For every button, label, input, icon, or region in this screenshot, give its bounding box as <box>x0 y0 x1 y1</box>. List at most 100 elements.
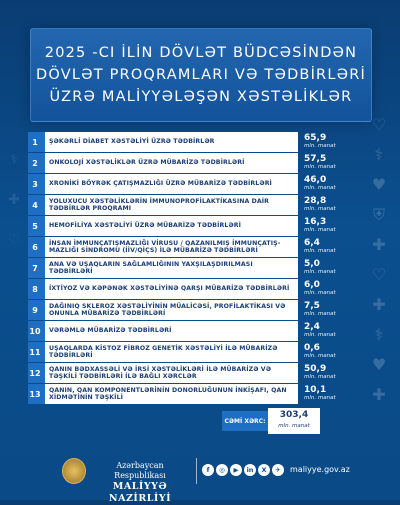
table-row: 3 XRONİKİ BÖYRƏK ÇATIŞMAZLIĞI ÜZRƏ MÜBARİ… <box>28 174 344 194</box>
heart-icon: ♡ <box>371 115 387 134</box>
row-value-cell: 50,9 mln. manat <box>304 364 344 381</box>
row-value: 65,9 <box>304 133 327 143</box>
title-line-3: ÜZRƏ MALİYYƏLƏŞƏN XƏSTƏLİKLƏR <box>49 89 353 105</box>
dna-icon: ⚕ <box>374 325 384 344</box>
row-label: İNSAN İMMUNÇATIŞMAZLIĞI VİRUSU / QAZANIL… <box>49 239 281 254</box>
row-value: 28,8 <box>304 196 327 206</box>
org-line-2: MALİYYƏ NAZİRLİYİ <box>108 481 172 504</box>
row-unit: mln. manat <box>304 164 336 170</box>
facebook-icon[interactable]: f <box>202 464 214 476</box>
row-unit: mln. manat <box>304 374 336 380</box>
decorative-medical-icons: ♡ ⚕ ♥ ⛨ ✚ ♡ ✚ ⚕ ♥ ✚ <box>364 110 394 410</box>
table-row: 13 QANIN, QAN KOMPONENTLƏRİNİN DONORLUĞUN… <box>28 384 344 404</box>
plus-icon: ✚ <box>8 192 20 208</box>
row-label: ONKOLOJİ XƏSTƏLİKLƏR ÜZRƏ MÜBARİZƏ TƏDBİ… <box>49 159 245 167</box>
row-value: 6,0 <box>304 280 320 290</box>
row-unit: mln. manat <box>304 269 336 275</box>
row-label: ANA VƏ UŞAQLARIN SAĞLAMLIĞININ YAXŞILAŞD… <box>49 260 253 275</box>
medical-cross-icon: ✚ <box>372 385 386 404</box>
title-line-2: DÖVLƏT PROQRAMLARI VƏ TƏDBİRLƏRİ <box>36 67 366 83</box>
social-links: f ◎ ▶ in X ✈ <box>202 464 284 476</box>
row-number: 4 <box>28 195 42 215</box>
x-icon[interactable]: X <box>258 464 270 476</box>
row-number: 9 <box>28 300 42 320</box>
shield-icon: ⛨ <box>372 205 385 224</box>
row-value-cell: 46,0 mln. manat <box>304 175 344 192</box>
row-label-bar: QANIN BƏDXASSƏLİ VƏ İRSİ XƏSTƏLİKLƏRİ İL… <box>42 363 298 383</box>
row-label-bar: HEMOFİLİYA XƏSTƏLİYİ ÜZRƏ MÜBARİZƏ TƏDBİ… <box>42 216 298 236</box>
row-value: 2,4 <box>304 322 320 332</box>
table-row: 4 YOLUXUCU XƏSTƏLİKLƏRİN İMMUNOPROFİLAKTİ… <box>28 195 344 215</box>
footer-divider <box>196 458 197 484</box>
table-row: 11 UŞAQLARDA KİSTOZ FİBROZ GENETİK XƏSTƏL… <box>28 342 344 362</box>
row-unit: mln. manat <box>304 290 336 296</box>
stethoscope-icon: ⚕ <box>374 145 384 164</box>
row-value: 0,6 <box>304 343 320 353</box>
ministry-name: Azərbaycan Respublikası MALİYYƏ NAZİRLİY… <box>90 461 190 505</box>
table-row: 7 ANA VƏ UŞAQLARIN SAĞLAMLIĞININ YAXŞILAŞ… <box>28 258 344 278</box>
row-value-cell: 5,0 mln. manat <box>304 259 344 276</box>
title-line-1: 2025 -CI İLİN DÖVLƏT BÜDCƏSİNDƏN <box>44 45 358 61</box>
pulse-icon: ⚕ <box>10 152 18 168</box>
row-unit: mln. manat <box>304 311 336 317</box>
telegram-icon[interactable]: ✈ <box>272 464 284 476</box>
row-value-cell: 16,3 mln. manat <box>304 217 344 234</box>
row-label: VƏRƏMLƏ MÜBARİZƏ TƏDBİRLƏRİ <box>49 327 172 335</box>
linkedin-icon[interactable]: in <box>244 464 256 476</box>
row-value-cell: 6,4 mln. manat <box>304 238 344 255</box>
row-label: QANIN, QAN KOMPONENTLƏRİNİN DONORLUĞUNUN… <box>49 386 287 401</box>
row-label: UŞAQLARDA KİSTOZ FİBROZ GENETİK XƏSTƏLİY… <box>49 344 278 359</box>
instagram-icon[interactable]: ◎ <box>216 464 228 476</box>
row-label: XRONİKİ BÖYRƏK ÇATIŞMAZLIĞI ÜZRƏ MÜBARİZ… <box>49 180 272 188</box>
row-label: YOLUXUCU XƏSTƏLİKLƏRİN İMMUNOPROFİLAKTİK… <box>49 197 270 212</box>
row-label-bar: UŞAQLARDA KİSTOZ FİBROZ GENETİK XƏSTƏLİY… <box>42 342 298 362</box>
pill-icon: ✚ <box>372 235 386 254</box>
org-line-1: Azərbaycan Respublikası <box>114 461 166 480</box>
table-row: 10 VƏRƏMLƏ MÜBARİZƏ TƏDBİRLƏRİ 2,4 mln. man… <box>28 321 344 341</box>
row-label-bar: YOLUXUCU XƏSTƏLİKLƏRİN İMMUNOPROFİLAKTİK… <box>42 195 298 215</box>
row-value: 10,1 <box>304 385 327 395</box>
table-row: 2 ONKOLOJİ XƏSTƏLİKLƏR ÜZRƏ MÜBARİZƏ TƏDB… <box>28 153 344 173</box>
row-number: 8 <box>28 279 42 299</box>
total-value: 303,4 <box>279 410 309 420</box>
heartbeat-icon: ♡ <box>371 265 387 284</box>
total-unit: mln. manat <box>278 423 310 429</box>
row-value-cell: 0,6 mln. manat <box>304 343 344 360</box>
row-label: HEMOFİLİYA XƏSTƏLİYİ ÜZRƏ MÜBARİZƏ TƏDBİ… <box>49 222 242 230</box>
row-label-bar: VƏRƏMLƏ MÜBARİZƏ TƏDBİRLƏRİ <box>42 321 298 341</box>
table-row: 5 HEMOFİLİYA XƏSTƏLİYİ ÜZRƏ MÜBARİZƏ TƏDB… <box>28 216 344 236</box>
row-value-cell: 10,1 mln. manat <box>304 385 344 402</box>
row-number: 10 <box>28 321 42 341</box>
row-label-bar: İXTİYOZ VƏ KƏPƏNƏK XƏSTƏLİYİNƏ QARŞI MÜB… <box>42 279 298 299</box>
row-label-bar: ŞƏKƏRLİ DİABET XƏSTƏLİYİ ÜZRƏ TƏDBİRLƏR <box>42 132 298 152</box>
row-number: 6 <box>28 237 42 257</box>
title-box: 2025 -CI İLİN DÖVLƏT BÜDCƏSİNDƏN DÖVLƏT … <box>30 28 372 122</box>
row-label: ŞƏKƏRLİ DİABET XƏSTƏLİYİ ÜZRƏ TƏDBİRLƏR <box>49 138 215 146</box>
row-number: 11 <box>28 342 42 362</box>
website-link[interactable]: maliyye.gov.az <box>290 465 350 474</box>
row-label-bar: DAĞINIQ SKLEROZ XƏSTƏLİYİNİN MÜALİCƏSİ, … <box>42 300 298 320</box>
decorative-left-icons: ⚕ ✚ ♡ <box>4 140 24 260</box>
footer: Azərbaycan Respublikası MALİYYƏ NAZİRLİY… <box>0 448 400 504</box>
youtube-icon[interactable]: ▶ <box>230 464 242 476</box>
row-number: 5 <box>28 216 42 236</box>
row-unit: mln. manat <box>304 227 336 233</box>
row-unit: mln. manat <box>304 395 336 401</box>
tooth-icon: ♥ <box>371 175 387 194</box>
table-row: 9 DAĞINIQ SKLEROZ XƏSTƏLİYİNİN MÜALİCƏSİ,… <box>28 300 344 320</box>
row-number: 12 <box>28 363 42 383</box>
row-value-cell: 65,9 mln. manat <box>304 133 344 150</box>
row-unit: mln. manat <box>304 353 336 359</box>
row-number: 7 <box>28 258 42 278</box>
row-label-bar: ANA VƏ UŞAQLARIN SAĞLAMLIĞININ YAXŞILAŞD… <box>42 258 298 278</box>
row-value-cell: 6,0 mln. manat <box>304 280 344 297</box>
row-value: 5,0 <box>304 259 320 269</box>
table-row: 12 QANIN BƏDXASSƏLİ VƏ İRSİ XƏSTƏLİKLƏRİ … <box>28 363 344 383</box>
state-emblem-icon <box>62 458 86 484</box>
row-number: 2 <box>28 153 42 173</box>
table-row: 1 ŞƏKƏRLİ DİABET XƏSTƏLİYİ ÜZRƏ TƏDBİRLƏR… <box>28 132 344 152</box>
row-unit: mln. manat <box>304 206 336 212</box>
heart-outline-icon: ♡ <box>7 232 21 248</box>
row-value: 46,0 <box>304 175 327 185</box>
row-number: 3 <box>28 174 42 194</box>
